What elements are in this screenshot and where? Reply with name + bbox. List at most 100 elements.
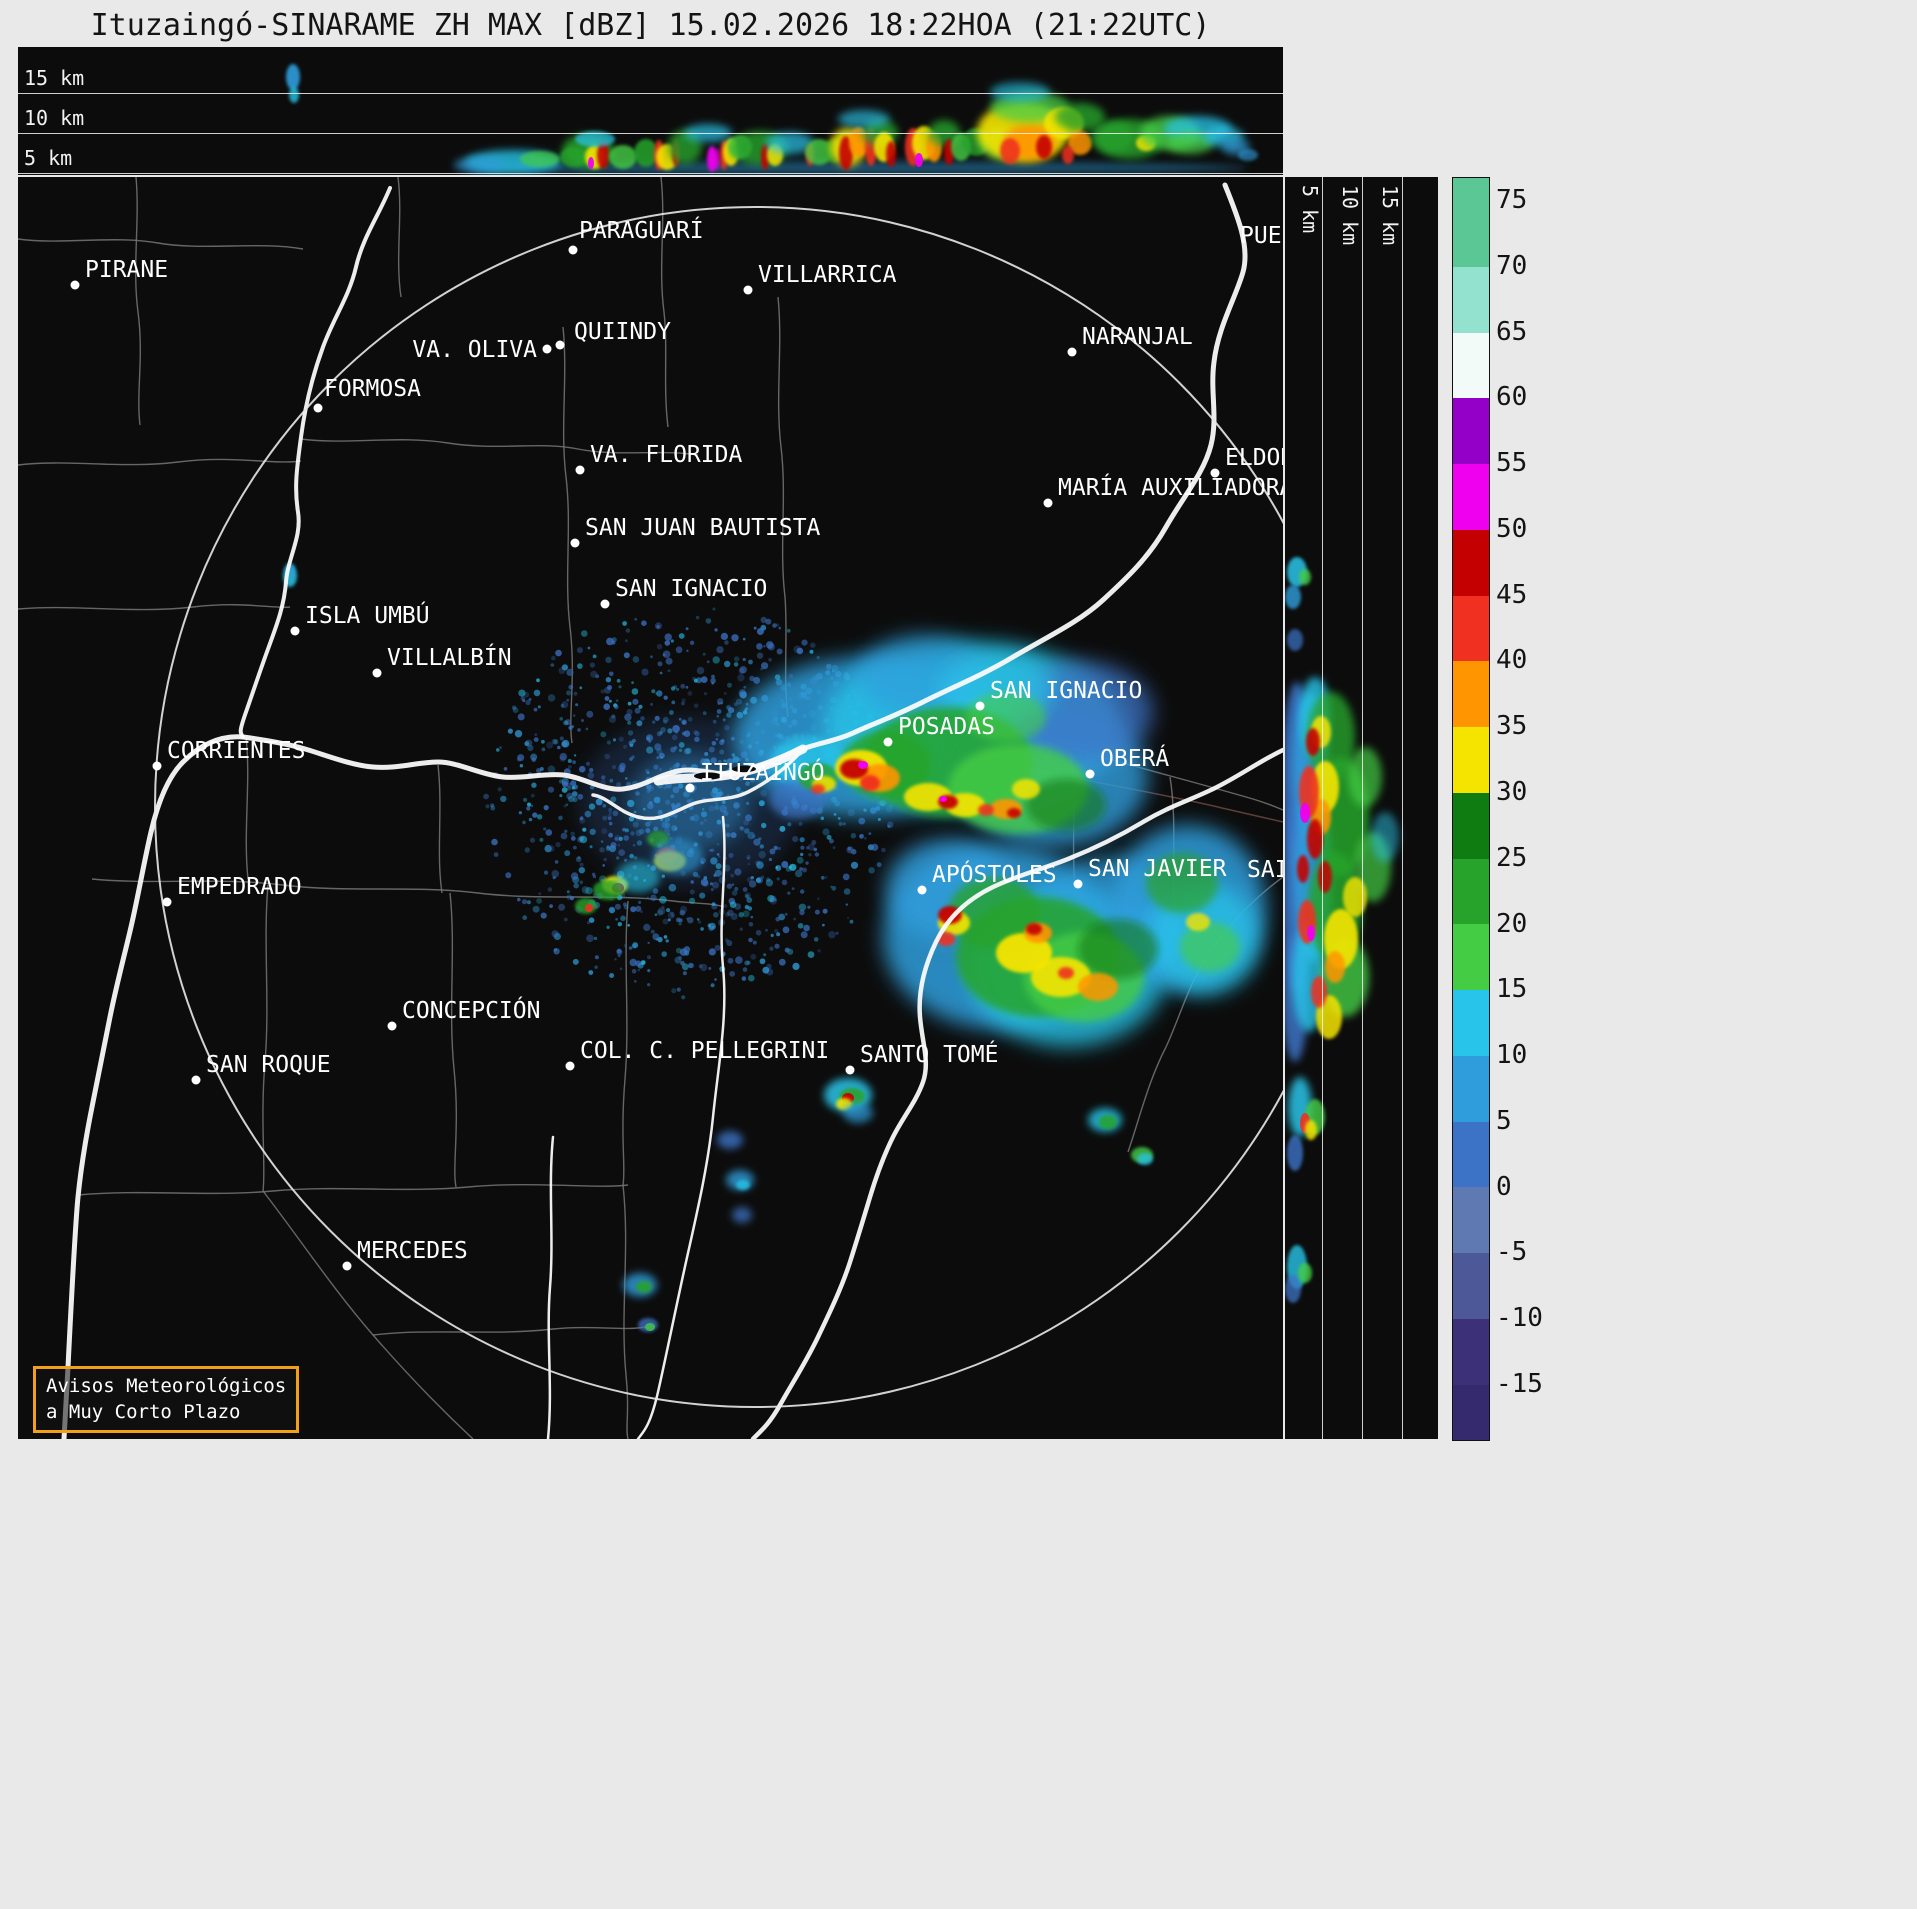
height-label: 10 km [24, 106, 85, 130]
city-dot [342, 1261, 352, 1271]
top-cross-section: 15 km 10 km 5 km [18, 47, 1283, 175]
city-label: POSADAS [898, 714, 995, 740]
city-label: SAI [1247, 857, 1283, 883]
notice-box: Avisos Meteorológicos a Muy Corto Plazo [33, 1366, 300, 1434]
colorbar-segment [1453, 595, 1489, 662]
city-dot [600, 599, 610, 609]
colorbar-segment [1453, 1055, 1489, 1122]
city-dot [570, 538, 580, 548]
height-label: 15 km [24, 66, 85, 90]
colorbar-tick: 25 [1496, 842, 1528, 873]
city-label: VA. FLORIDA [590, 442, 742, 468]
city-label: SANTO TOMÉ [860, 1040, 998, 1068]
colorbar-segment [1453, 464, 1489, 530]
city-dot [152, 761, 162, 771]
city-label: MERCEDES [357, 1238, 468, 1264]
city-dot [313, 403, 323, 413]
city-label: SAN IGNACIO [615, 576, 767, 602]
radar-echoes [283, 563, 1266, 1332]
colorbar-tick: 10 [1496, 1040, 1528, 1071]
city-label: ITUZAINGÓ [700, 758, 825, 786]
city-label: PUE [1240, 223, 1282, 249]
city-label: SAN JAVIER [1088, 856, 1227, 882]
right-cross-section: 5 km 10 km 15 km [1285, 177, 1438, 1439]
height-label: 5 km [1298, 185, 1322, 234]
colorbar-tick: 40 [1496, 645, 1528, 676]
colorbar-segment [1453, 1253, 1489, 1320]
city-dot [743, 285, 753, 295]
city-dot [565, 1061, 575, 1071]
colorbar-segment [1453, 792, 1489, 859]
city-label: PIRANE [85, 257, 168, 283]
city-dot [975, 701, 985, 711]
radar-echoes [286, 64, 1258, 175]
notice-line-1: Avisos Meteorológicos [46, 1375, 287, 1397]
city-label: ISLA UMBÚ [305, 601, 430, 629]
colorbar-segment [1453, 398, 1489, 465]
height-line [18, 173, 1283, 174]
radar-echoes [1285, 557, 1399, 1303]
city-label: NARANJAL [1082, 324, 1193, 350]
colorbar-tick: 65 [1496, 316, 1528, 347]
city-label: QUIINDY [574, 319, 671, 345]
city-dot [555, 340, 565, 350]
height-label: 15 km [1378, 185, 1402, 246]
colorbar-segment [1453, 990, 1489, 1056]
city-dot [162, 897, 172, 907]
city-dot [70, 280, 80, 290]
city-dot [1210, 468, 1220, 478]
city-label: FORMOSA [324, 376, 421, 402]
colorbar-tick: 70 [1496, 250, 1528, 281]
height-line [1362, 177, 1363, 1439]
colorbar-segment [1453, 1384, 1489, 1440]
colorbar-segment [1453, 201, 1489, 267]
height-line [18, 133, 1283, 134]
city-dot [1085, 769, 1095, 779]
city-dot [568, 245, 578, 255]
colorbar-segment [1453, 1121, 1489, 1188]
city-label: VA. OLIVA [412, 337, 537, 363]
city-dot [883, 737, 893, 747]
city-label: APÓSTOLES [932, 860, 1057, 888]
city-dot [1067, 347, 1077, 357]
height-line [18, 93, 1283, 94]
city-dot [542, 344, 552, 354]
range-ring [154, 206, 1283, 1408]
city-label: COL. C. PELLEGRINI [580, 1038, 829, 1064]
city-labels: PIRANE PARAGUARÍ VILLARRICA QUIINDY VA. OLIV… [70, 216, 1283, 1271]
main-map: PIRANE PARAGUARÍ VILLARRICA QUIINDY VA. OLIV… [18, 177, 1283, 1439]
colorbar-tick: 75 [1496, 185, 1528, 215]
city-dot [387, 1021, 397, 1031]
height-line [1322, 177, 1323, 1439]
city-dot [191, 1075, 201, 1085]
city-dot [575, 465, 585, 475]
city-dot [1043, 498, 1053, 508]
colorbar-tick: 50 [1496, 513, 1528, 544]
colorbar-tick: -15 [1496, 1369, 1543, 1399]
city-dot [685, 783, 695, 793]
colorbar-segment [1453, 1187, 1489, 1254]
colorbar-tick: 5 [1496, 1105, 1512, 1136]
height-label: 5 km [24, 146, 73, 170]
height-line [1402, 177, 1403, 1439]
city-label: CORRIENTES [167, 738, 305, 764]
colorbar-tick: -5 [1496, 1237, 1528, 1268]
colorbar-segment [1453, 858, 1489, 925]
colorbar-segment [1453, 1319, 1489, 1385]
city-label: SAN IGNACIO [990, 678, 1142, 704]
colorbar-tick: -10 [1496, 1303, 1543, 1334]
city-label: PARAGUARÍ [579, 216, 704, 244]
city-label: SAN ROQUE [206, 1052, 331, 1078]
city-dot [1073, 879, 1083, 889]
radar-title: Ituzaingó-SINARAME ZH MAX [dBZ] 15.02.20… [90, 8, 1211, 43]
colorbar-segment [1453, 529, 1489, 596]
colorbar-labels: 75 70 65 60 55 50 45 40 35 30 25 20 15 10 5 0 -5 -10 -15 [1496, 177, 1576, 1439]
colorbar [1452, 177, 1490, 1441]
colorbar-tick: 15 [1496, 974, 1528, 1005]
colorbar-tick: 35 [1496, 711, 1528, 742]
city-label: MARÍA AUXILIADORA [1058, 473, 1283, 501]
colorbar-tick: 45 [1496, 579, 1528, 610]
colorbar-segment [1453, 332, 1489, 399]
colorbar-tick: 55 [1496, 448, 1528, 479]
